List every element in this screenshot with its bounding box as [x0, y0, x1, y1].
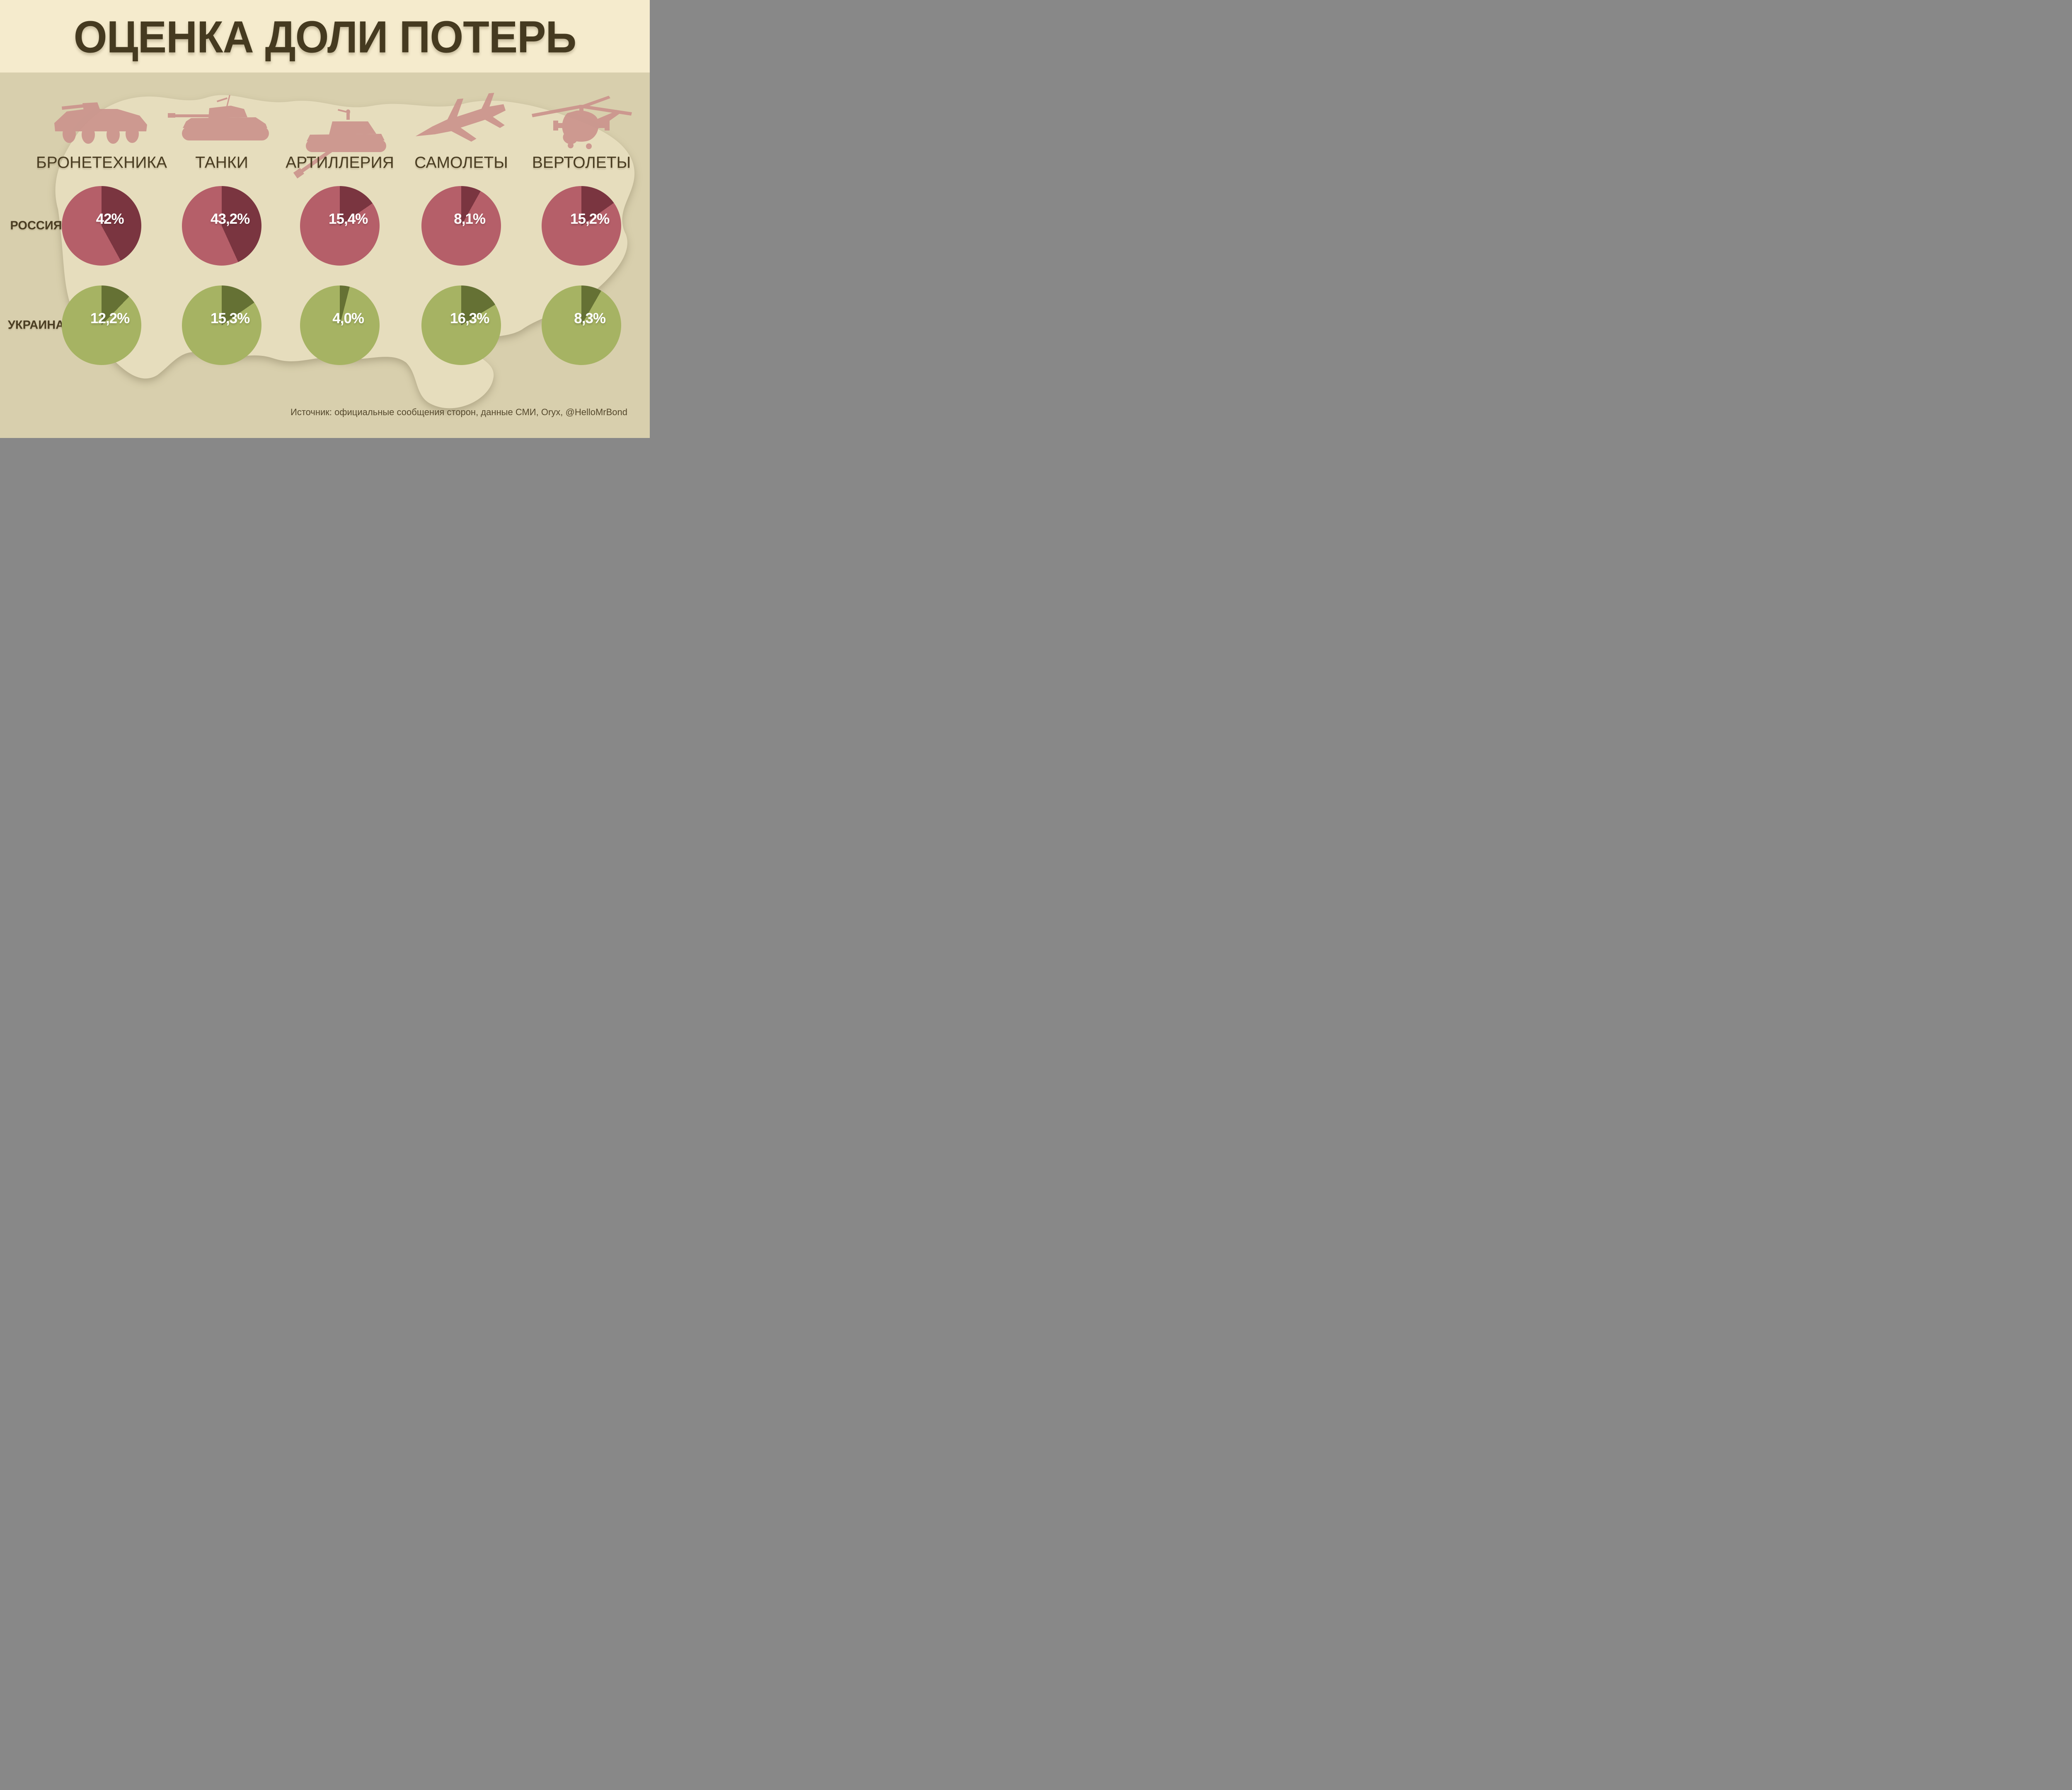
pie-value-label: 43,2%: [211, 210, 250, 227]
category-label: ТАНКИ: [195, 154, 248, 172]
pie-ukraine-aircraft: 16,3%: [421, 285, 501, 365]
row-label-ukraine: УКРАИНА: [7, 318, 65, 332]
category-label: АРТИЛЛЕРИЯ: [286, 154, 394, 172]
jet-icon: [407, 92, 515, 150]
page-title: ОЦЕНКА ДОЛИ ПОТЕРЬ: [73, 12, 576, 63]
pie-value-label: 8,1%: [454, 210, 486, 227]
category-label: САМОЛЕТЫ: [414, 154, 508, 172]
pie-russia-armor: 42%: [62, 186, 141, 266]
pie-russia-helicopters: 15,2%: [542, 186, 621, 266]
category-column-helicopters: ВЕРТОЛЕТЫ 15,2% 8,3%: [525, 73, 637, 438]
category-column-artillery: АРТИЛЛЕРИЯ 15,4% 4,0%: [284, 73, 396, 438]
category-column-tanks: ТАНКИ 43,2% 15,3%: [166, 73, 278, 438]
infographic-canvas: ОЦЕНКА ДОЛИ ПОТЕРЬ РОССИЯ УКРАИНА БРОНЕТ…: [0, 0, 650, 438]
pie-value-label: 15,4%: [329, 210, 368, 227]
artillery-icon: [286, 92, 394, 179]
pie-russia-artillery: 15,4%: [300, 186, 380, 266]
pie-russia-aircraft: 8,1%: [421, 186, 501, 266]
tank-icon: [168, 92, 276, 150]
pie-value-label: 8,3%: [574, 310, 606, 327]
pie-ukraine-artillery: 4,0%: [300, 285, 380, 365]
pie-value-label: 15,3%: [211, 310, 250, 327]
pie-ukraine-helicopters: 8,3%: [542, 285, 621, 365]
pie-value-label: 12,2%: [90, 310, 130, 327]
pie-value-label: 15,2%: [570, 210, 610, 227]
category-label: БРОНЕТЕХНИКА: [36, 154, 167, 172]
pie-value-label: 16,3%: [450, 310, 489, 327]
helicopter-icon: [528, 92, 635, 150]
category-column-armor: БРОНЕТЕХНИКА 42% 12,2%: [36, 73, 167, 438]
pie-value-label: 4,0%: [332, 310, 364, 327]
pie-russia-tanks: 43,2%: [182, 186, 261, 266]
category-label: ВЕРТОЛЕТЫ: [532, 154, 631, 172]
category-column-aircraft: САМОЛЕТЫ 8,1% 16,3%: [405, 73, 517, 438]
row-label-russia: РОССИЯ: [10, 219, 62, 232]
pie-ukraine-armor: 12,2%: [62, 285, 141, 365]
source-attribution: Источник: официальные сообщения сторон, …: [290, 407, 627, 417]
header-band: [0, 0, 650, 73]
apc-icon: [48, 92, 155, 150]
pie-ukraine-tanks: 15,3%: [182, 285, 261, 365]
pie-value-label: 42%: [96, 210, 124, 227]
